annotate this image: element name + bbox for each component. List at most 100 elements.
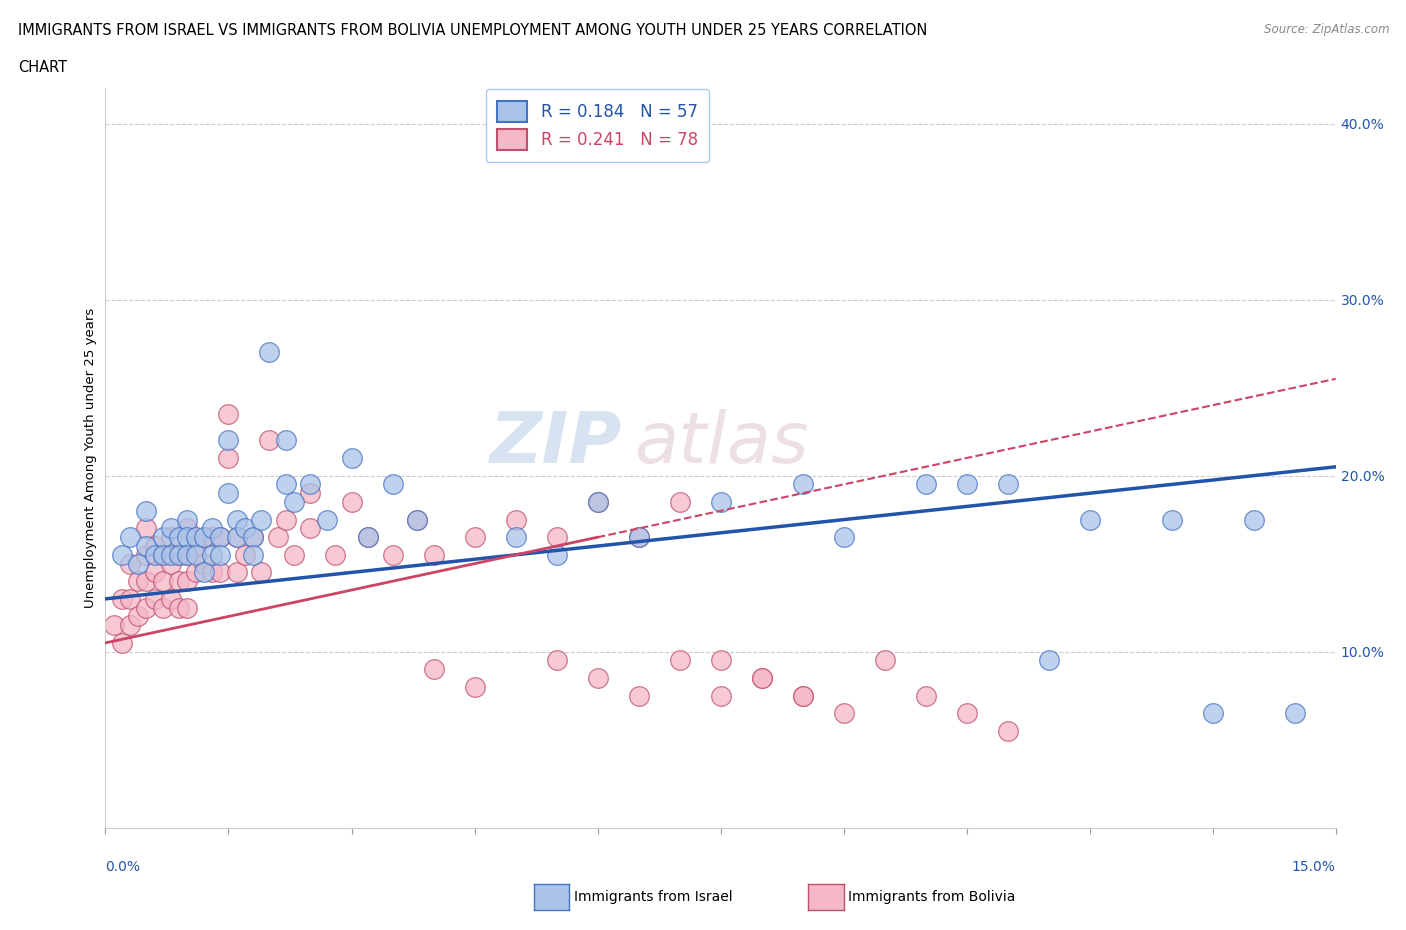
Point bbox=[381, 477, 404, 492]
Point bbox=[152, 600, 174, 615]
Point bbox=[792, 477, 814, 492]
Point bbox=[505, 512, 527, 527]
Point bbox=[1202, 706, 1225, 721]
Point bbox=[259, 433, 281, 448]
Point bbox=[340, 495, 363, 510]
Point bbox=[422, 548, 444, 563]
Point bbox=[160, 556, 183, 571]
Point bbox=[505, 530, 527, 545]
Point bbox=[111, 635, 134, 650]
Point bbox=[956, 706, 979, 721]
Point bbox=[176, 574, 198, 589]
Point bbox=[184, 530, 207, 545]
Point bbox=[169, 548, 191, 563]
Point bbox=[193, 530, 215, 545]
Text: 15.0%: 15.0% bbox=[1292, 860, 1336, 874]
Point bbox=[464, 530, 486, 545]
Point bbox=[406, 512, 429, 527]
Point bbox=[274, 477, 297, 492]
Point bbox=[1243, 512, 1265, 527]
Point bbox=[176, 600, 198, 615]
Point bbox=[250, 565, 273, 580]
Point bbox=[218, 433, 240, 448]
Point bbox=[143, 591, 166, 606]
Point bbox=[176, 530, 198, 545]
Point bbox=[209, 530, 232, 545]
Point bbox=[184, 565, 207, 580]
Point bbox=[259, 345, 281, 360]
Point bbox=[751, 671, 773, 685]
Text: IMMIGRANTS FROM ISRAEL VS IMMIGRANTS FROM BOLIVIA UNEMPLOYMENT AMONG YOUTH UNDER: IMMIGRANTS FROM ISRAEL VS IMMIGRANTS FRO… bbox=[18, 23, 928, 38]
Point bbox=[152, 574, 174, 589]
Point bbox=[225, 565, 247, 580]
Text: Immigrants from Israel: Immigrants from Israel bbox=[574, 890, 733, 905]
Point bbox=[546, 653, 568, 668]
Point bbox=[242, 548, 264, 563]
Point bbox=[914, 688, 936, 703]
Point bbox=[751, 671, 773, 685]
Point bbox=[283, 495, 305, 510]
Point bbox=[201, 565, 224, 580]
Point bbox=[209, 565, 232, 580]
Text: atlas: atlas bbox=[634, 409, 808, 478]
Point bbox=[668, 495, 690, 510]
Point bbox=[997, 477, 1019, 492]
Point bbox=[1078, 512, 1101, 527]
Point bbox=[127, 556, 149, 571]
Point bbox=[201, 530, 224, 545]
Point bbox=[218, 485, 240, 500]
Point bbox=[1038, 653, 1060, 668]
Point bbox=[120, 618, 141, 632]
Point bbox=[209, 548, 232, 563]
Point bbox=[546, 530, 568, 545]
Point bbox=[160, 530, 183, 545]
Point bbox=[127, 574, 149, 589]
Point bbox=[176, 512, 198, 527]
Point bbox=[997, 724, 1019, 738]
Point bbox=[710, 688, 733, 703]
Point bbox=[792, 688, 814, 703]
Point bbox=[1284, 706, 1306, 721]
Point bbox=[586, 671, 609, 685]
Point bbox=[914, 477, 936, 492]
Text: Source: ZipAtlas.com: Source: ZipAtlas.com bbox=[1264, 23, 1389, 36]
Point bbox=[169, 574, 191, 589]
Point bbox=[1160, 512, 1182, 527]
Point bbox=[586, 495, 609, 510]
Point bbox=[152, 548, 174, 563]
Point bbox=[169, 530, 191, 545]
Point bbox=[152, 530, 174, 545]
Point bbox=[627, 530, 650, 545]
Point bbox=[103, 618, 125, 632]
Point bbox=[184, 538, 207, 553]
Point bbox=[143, 548, 166, 563]
Point bbox=[357, 530, 380, 545]
Point bbox=[710, 653, 733, 668]
Point bbox=[225, 530, 247, 545]
Point bbox=[152, 548, 174, 563]
Point bbox=[111, 591, 134, 606]
Point bbox=[169, 600, 191, 615]
Point bbox=[143, 538, 166, 553]
Point bbox=[242, 530, 264, 545]
Point bbox=[250, 512, 273, 527]
Point bbox=[135, 538, 157, 553]
Point bbox=[546, 548, 568, 563]
Point bbox=[710, 495, 733, 510]
Point bbox=[135, 503, 157, 518]
Point bbox=[120, 530, 141, 545]
Point bbox=[193, 530, 215, 545]
Point bbox=[111, 548, 134, 563]
Y-axis label: Unemployment Among Youth under 25 years: Unemployment Among Youth under 25 years bbox=[84, 308, 97, 608]
Point bbox=[218, 451, 240, 466]
Point bbox=[668, 653, 690, 668]
Point bbox=[323, 548, 346, 563]
Point bbox=[283, 548, 305, 563]
Point bbox=[340, 451, 363, 466]
Point bbox=[316, 512, 339, 527]
Point bbox=[201, 521, 224, 536]
Point bbox=[176, 548, 198, 563]
Point bbox=[627, 530, 650, 545]
Point bbox=[120, 556, 141, 571]
Text: 0.0%: 0.0% bbox=[105, 860, 141, 874]
